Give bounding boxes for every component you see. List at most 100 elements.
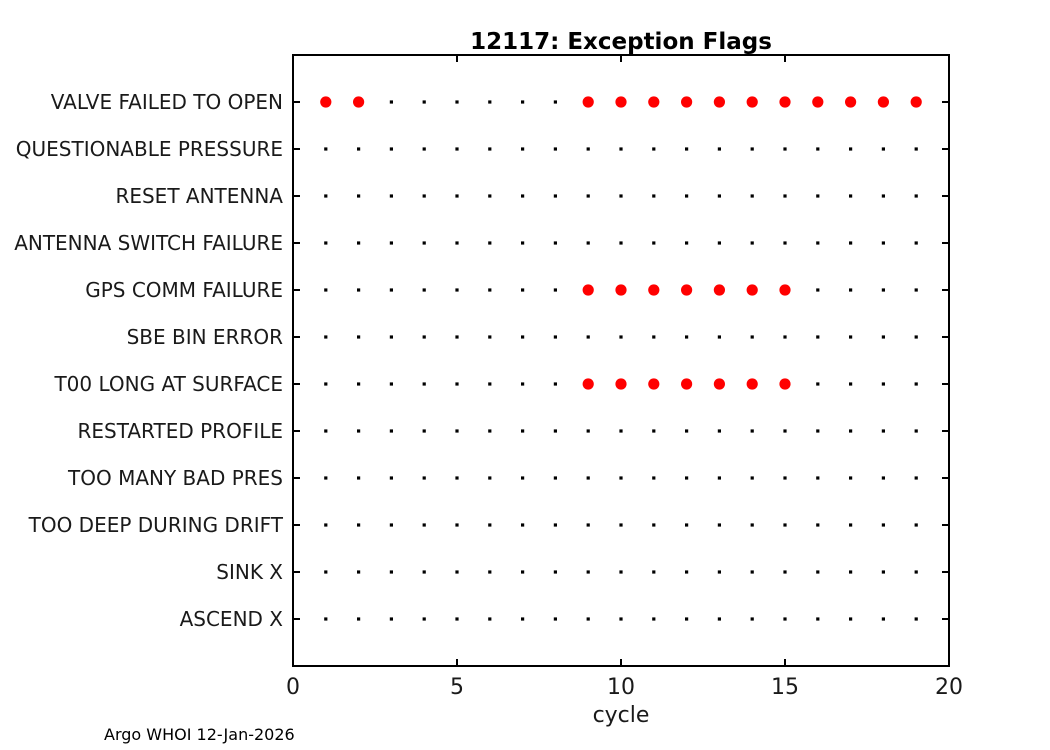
flag-marker — [746, 96, 758, 108]
no-flag-marker — [357, 241, 361, 245]
no-flag-marker — [422, 194, 426, 198]
no-flag-marker — [324, 476, 328, 480]
no-flag-marker — [521, 570, 525, 574]
no-flag-marker — [881, 241, 885, 245]
flag-marker — [779, 284, 791, 296]
no-flag-marker — [521, 241, 525, 245]
no-flag-marker — [652, 570, 656, 574]
no-flag-marker — [521, 429, 525, 433]
no-flag-marker — [553, 241, 557, 245]
no-flag-marker — [422, 617, 426, 621]
no-flag-marker — [783, 147, 787, 151]
no-flag-marker — [586, 570, 590, 574]
no-flag-marker — [849, 382, 853, 386]
flag-marker — [353, 96, 365, 108]
flag-marker — [713, 284, 726, 296]
no-flag-marker — [389, 429, 393, 433]
no-flag-marker — [717, 523, 721, 527]
no-flag-marker — [816, 241, 820, 245]
no-flag-marker — [914, 335, 918, 339]
no-flag-marker — [586, 476, 590, 480]
no-flag-marker — [324, 194, 328, 198]
no-flag-marker — [881, 617, 885, 621]
chart-title: 12117: Exception Flags — [470, 29, 772, 55]
no-flag-marker — [914, 382, 918, 386]
no-flag-marker — [389, 241, 393, 245]
no-flag-marker — [521, 617, 525, 621]
y-tick-label: QUESTIONABLE PRESSURE — [16, 137, 283, 161]
y-tick-label: SBE BIN ERROR — [127, 325, 284, 349]
no-flag-marker — [619, 570, 623, 574]
y-tick-label: ASCEND X — [180, 607, 284, 631]
flag-marker — [320, 96, 332, 108]
no-flag-marker — [389, 570, 393, 574]
no-flag-marker — [324, 241, 328, 245]
y-tick-label: ANTENNA SWITCH FAILURE — [14, 231, 283, 255]
no-flag-marker — [357, 476, 361, 480]
no-flag-marker — [455, 288, 459, 292]
no-flag-marker — [455, 523, 459, 527]
no-flag-marker — [324, 617, 328, 621]
no-flag-marker — [619, 194, 623, 198]
no-flag-marker — [357, 523, 361, 527]
flag-marker — [779, 378, 791, 390]
no-flag-marker — [783, 570, 787, 574]
no-flag-marker — [619, 523, 623, 527]
no-flag-marker — [488, 382, 492, 386]
no-flag-marker — [357, 570, 361, 574]
flag-marker — [648, 378, 660, 390]
no-flag-marker — [488, 100, 492, 104]
no-flag-marker — [881, 382, 885, 386]
x-tick-label: 15 — [771, 675, 799, 700]
no-flag-marker — [881, 147, 885, 151]
y-tick-label: T00 LONG AT SURFACE — [53, 372, 283, 396]
flag-marker — [713, 378, 726, 390]
no-flag-marker — [685, 570, 689, 574]
no-flag-marker — [521, 100, 525, 104]
y-tick-label: RESTARTED PROFILE — [77, 419, 283, 443]
flag-marker — [615, 378, 627, 390]
flag-marker — [582, 378, 594, 390]
no-flag-marker — [685, 476, 689, 480]
no-flag-marker — [488, 429, 492, 433]
no-flag-marker — [553, 100, 557, 104]
no-flag-marker — [750, 523, 754, 527]
no-flag-marker — [521, 523, 525, 527]
y-tick-label: VALVE FAILED TO OPEN — [51, 90, 283, 114]
no-flag-marker — [914, 570, 918, 574]
flag-marker — [681, 96, 693, 108]
x-tick-label: 20 — [935, 675, 963, 700]
no-flag-marker — [389, 147, 393, 151]
no-flag-marker — [521, 382, 525, 386]
no-flag-marker — [553, 147, 557, 151]
no-flag-marker — [521, 476, 525, 480]
no-flag-marker — [389, 382, 393, 386]
flag-marker — [713, 96, 726, 108]
flag-marker — [746, 284, 758, 296]
no-flag-marker — [357, 335, 361, 339]
flag-marker — [746, 378, 758, 390]
no-flag-marker — [619, 617, 623, 621]
no-flag-marker — [849, 335, 853, 339]
no-flag-marker — [717, 429, 721, 433]
flag-marker — [681, 284, 693, 296]
no-flag-marker — [717, 194, 721, 198]
no-flag-marker — [324, 288, 328, 292]
no-flag-marker — [750, 147, 754, 151]
no-flag-marker — [914, 476, 918, 480]
no-flag-marker — [816, 288, 820, 292]
no-flag-marker — [357, 194, 361, 198]
no-flag-marker — [717, 476, 721, 480]
no-flag-marker — [652, 476, 656, 480]
no-flag-marker — [521, 194, 525, 198]
no-flag-marker — [816, 570, 820, 574]
x-tick-label: 10 — [607, 675, 635, 700]
no-flag-marker — [619, 147, 623, 151]
no-flag-marker — [488, 335, 492, 339]
no-flag-marker — [553, 523, 557, 527]
no-flag-marker — [324, 570, 328, 574]
no-flag-marker — [849, 147, 853, 151]
no-flag-marker — [750, 617, 754, 621]
no-flag-marker — [389, 523, 393, 527]
